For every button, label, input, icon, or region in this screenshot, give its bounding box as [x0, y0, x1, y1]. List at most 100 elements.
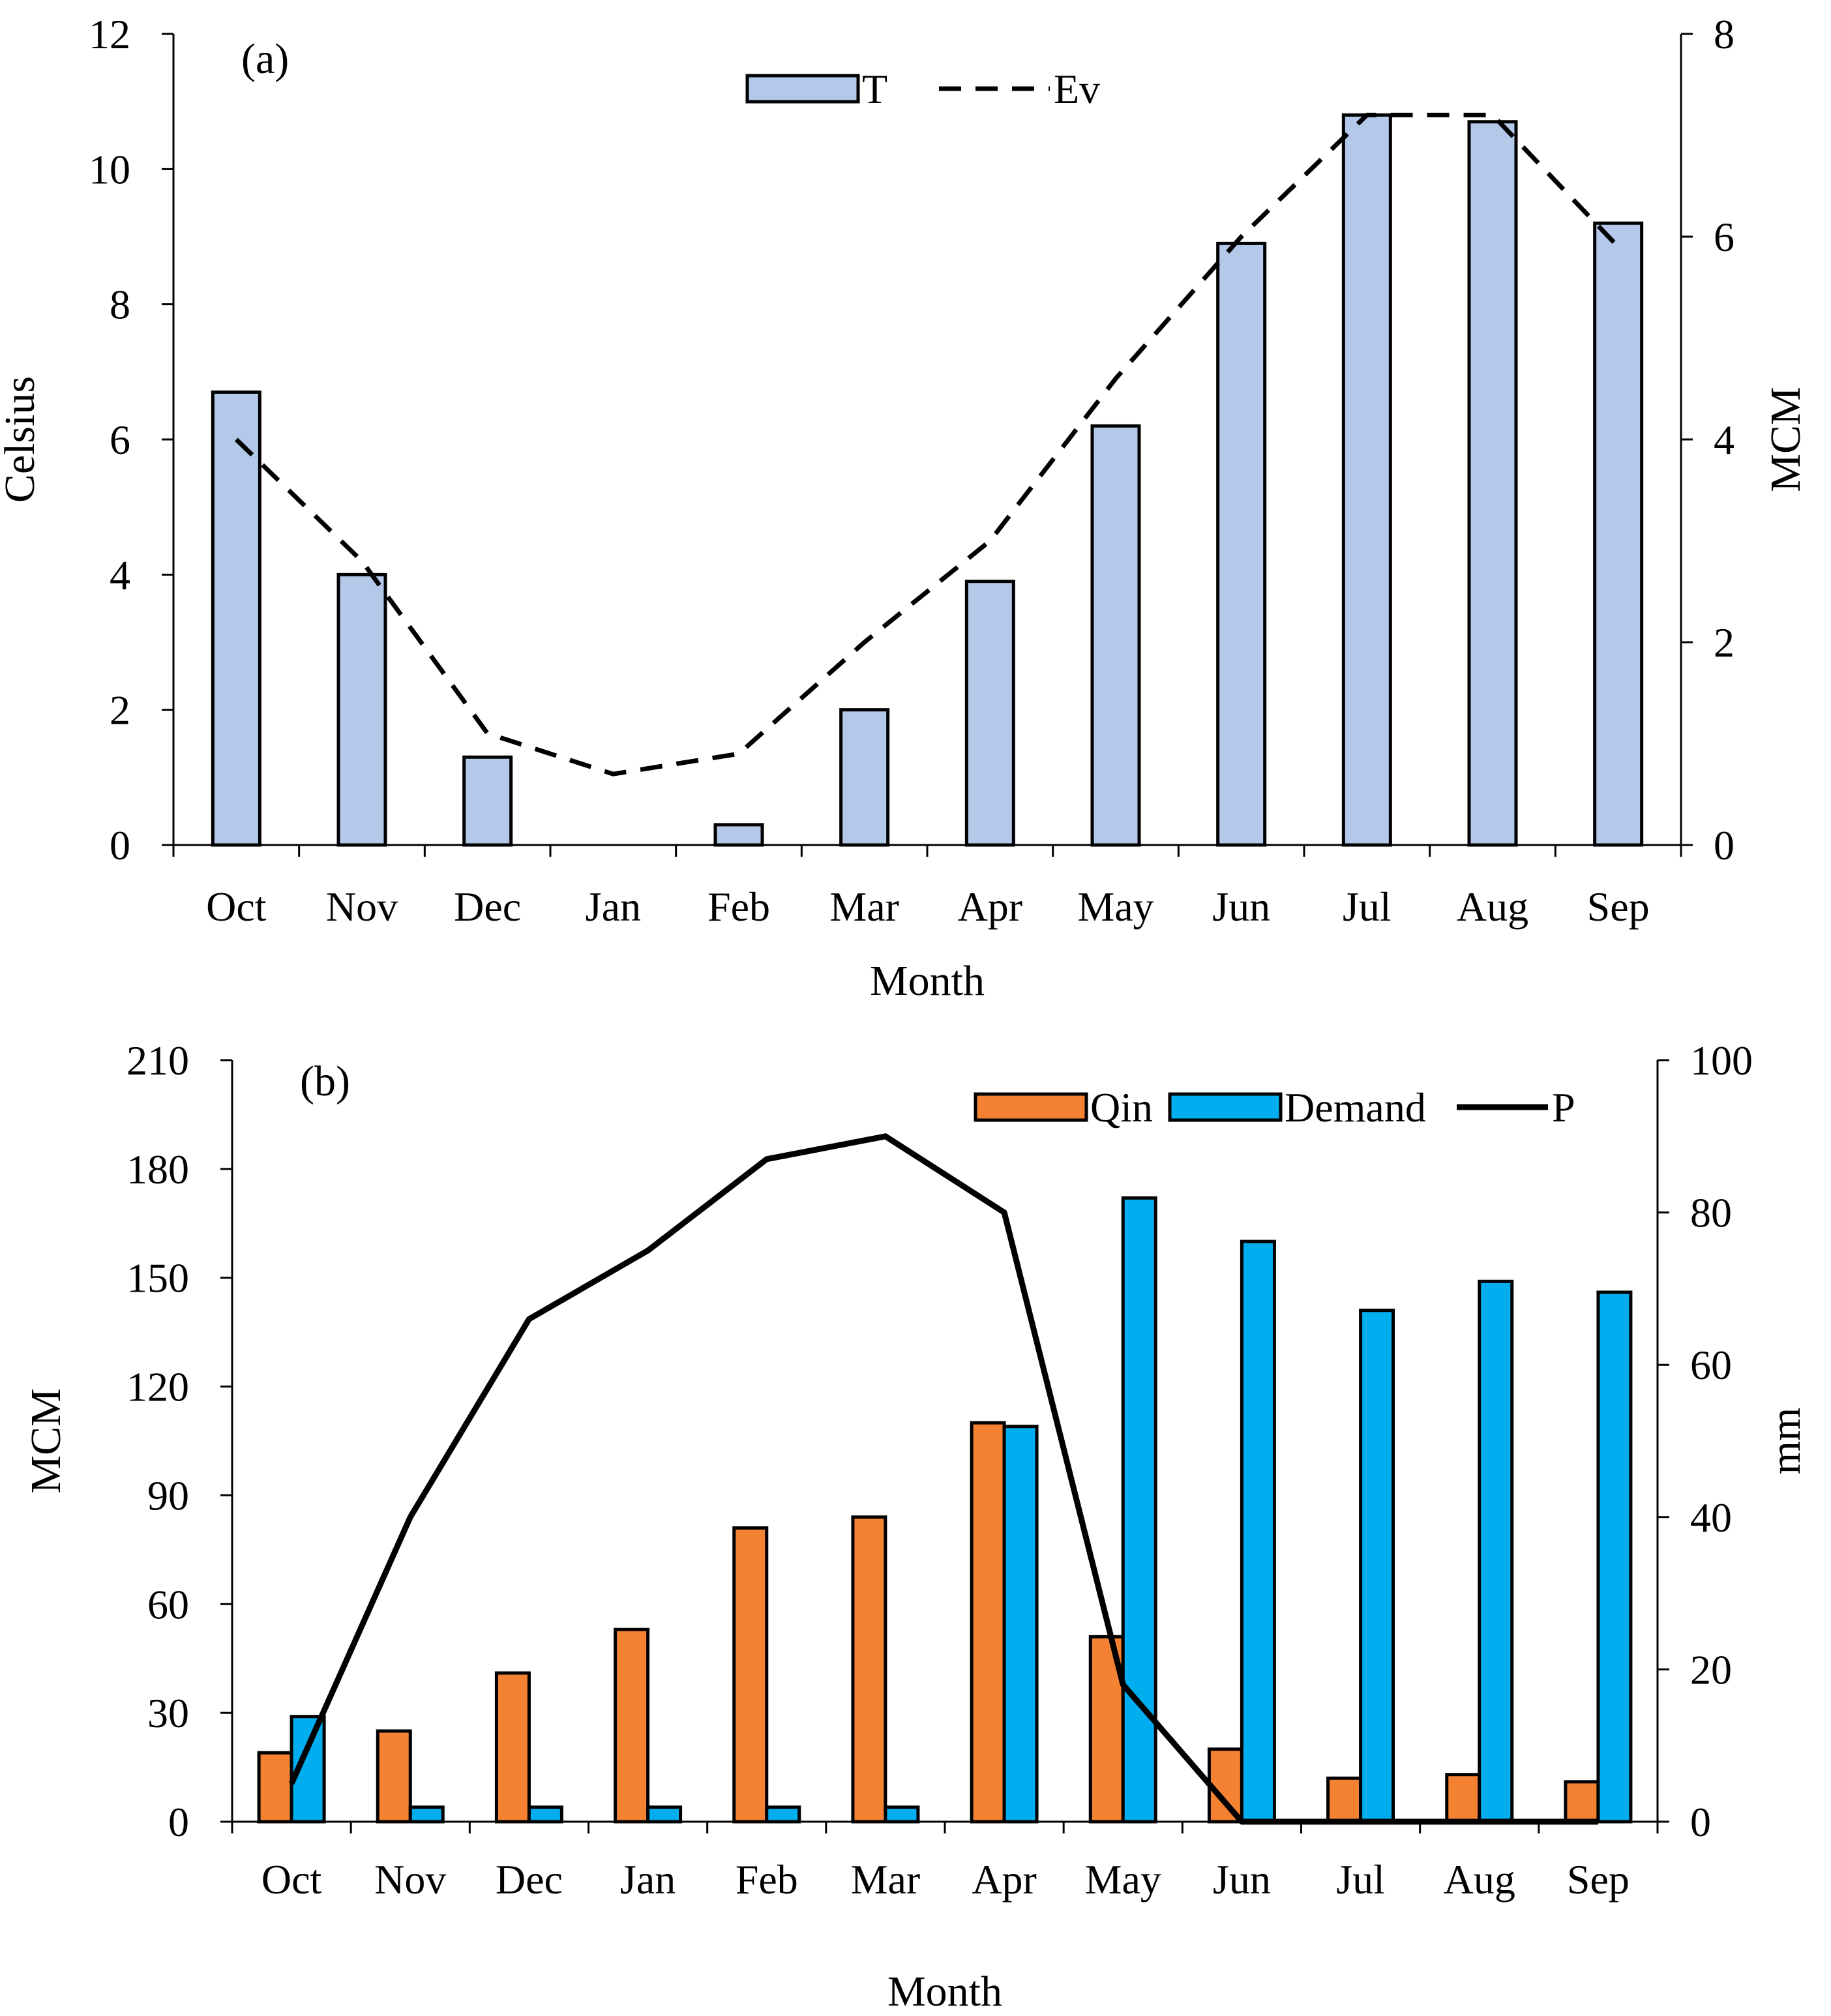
x-tick-label-oct: Oct — [206, 883, 267, 930]
bar-t-oct — [211, 390, 261, 847]
y-left-tick-label: 210 — [127, 1037, 189, 1084]
x-tick-label-apr: Apr — [958, 883, 1023, 930]
x-tick-label-jul: Jul — [1343, 883, 1392, 930]
bar-series-t — [211, 113, 1644, 847]
x-axis-title: Month — [870, 957, 985, 1005]
x-tick-label-jan: Jan — [620, 1856, 676, 1903]
bar-t-mar — [839, 708, 890, 847]
y-axis-right-title: MCM — [1762, 387, 1809, 492]
x-tick-label-dec: Dec — [454, 883, 521, 930]
bar-t-nov — [336, 572, 387, 847]
bar-series-demand — [290, 1196, 1633, 1824]
legend-label-ev: Ev — [1054, 66, 1100, 112]
y-right-tick-label: 0 — [1714, 822, 1734, 868]
x-tick-label-aug: Aug — [1457, 883, 1528, 930]
x-tick-label-sep: Sep — [1567, 1856, 1630, 1903]
bar-demand-dec — [527, 1805, 563, 1824]
bar-t-sep — [1593, 221, 1644, 847]
legend-label-qin: Qin — [1090, 1084, 1153, 1131]
bar-qin-aug — [1445, 1773, 1481, 1824]
legend-swatch-t — [745, 74, 860, 104]
y-right-tick-label: 20 — [1690, 1646, 1732, 1693]
x-tick-label-jan: Jan — [586, 883, 641, 930]
y-left-tick-label: 2 — [110, 687, 130, 734]
y-axis-left-title: Celsius — [0, 376, 44, 503]
bar-demand-feb — [765, 1805, 801, 1824]
x-tick-label-apr: Apr — [972, 1856, 1037, 1903]
legend-label-t: T — [862, 66, 887, 112]
y-right-tick-label: 0 — [1690, 1799, 1711, 1845]
x-axis-title: Month — [887, 1968, 1002, 2015]
legend-swatch-demand — [1168, 1092, 1283, 1122]
legend-label-p: P — [1552, 1084, 1575, 1131]
bar-series-qin — [257, 1421, 1600, 1824]
bar-demand-apr — [1002, 1425, 1039, 1824]
legend: T Ev — [745, 66, 1100, 112]
bar-demand-aug — [1478, 1279, 1514, 1824]
bar-t-dec — [462, 755, 513, 847]
bar-demand-may — [1121, 1196, 1157, 1824]
panel-b-inflow-demand-precipitation: Oct Nov Dec Jan Feb Mar Apr May Jun Jul Aug Sep 0 30 6… — [22, 1037, 1809, 2015]
y-left-tick-label: 6 — [110, 417, 130, 463]
bar-t-may — [1090, 424, 1141, 847]
x-tick-label-sep: Sep — [1587, 883, 1650, 930]
y-left-tick-label: 4 — [110, 552, 130, 598]
bar-demand-sep — [1596, 1290, 1633, 1824]
y-left-tick-label: 0 — [168, 1799, 189, 1845]
y-left-tick-label: 120 — [127, 1364, 189, 1410]
bar-t-jul — [1341, 113, 1392, 847]
y-left-tick-label: 180 — [127, 1146, 189, 1193]
bar-t-jun — [1216, 241, 1267, 847]
y-left-tick-label: 60 — [147, 1581, 189, 1627]
y-right-tick-label: 60 — [1690, 1342, 1732, 1388]
y-left-tick-label: 30 — [147, 1690, 189, 1736]
x-tick-label-jun: Jun — [1212, 883, 1270, 930]
x-tick-label-jun: Jun — [1213, 1856, 1271, 1903]
panel-label: (a) — [241, 35, 289, 83]
bar-demand-mar — [884, 1805, 920, 1824]
x-tick-label-mar: Mar — [851, 1856, 921, 1903]
y-right-tick-label: 4 — [1714, 417, 1734, 463]
y-left-tick-label: 10 — [89, 146, 130, 192]
x-tick-label-feb: Feb — [707, 883, 770, 930]
line-series-ev — [234, 112, 1620, 777]
legend-label-demand: Demand — [1285, 1084, 1426, 1131]
x-tick-label-may: May — [1085, 1856, 1161, 1903]
bar-qin-sep — [1564, 1780, 1600, 1824]
x-tick-label-feb: Feb — [736, 1856, 798, 1903]
y-axis-right-title: mm — [1762, 1408, 1809, 1475]
bar-qin-oct — [257, 1751, 293, 1824]
y-left-tick-label: 8 — [110, 282, 130, 328]
y-right-tick-label: 2 — [1714, 619, 1734, 666]
x-tick-label-aug: Aug — [1444, 1856, 1515, 1903]
x-tick-label-jul: Jul — [1336, 1856, 1385, 1903]
panel-a-temperature-evaporation: Oct Nov Dec Jan Feb Mar Apr May Jun Jul Aug Sep 0 2 4 6… — [0, 11, 1809, 1005]
y-left-tick-label: 90 — [147, 1472, 189, 1519]
y-right-tick-label: 40 — [1690, 1494, 1732, 1541]
bar-qin-apr — [970, 1421, 1006, 1824]
y-left-tick-label: 150 — [127, 1255, 189, 1301]
bar-demand-jan — [646, 1805, 683, 1824]
y-right-tick-label: 100 — [1690, 1037, 1753, 1084]
bar-qin-feb — [732, 1526, 769, 1824]
y-right-tick-label: 8 — [1714, 11, 1734, 57]
x-tick-label-may: May — [1077, 883, 1154, 930]
bar-t-apr — [964, 580, 1015, 847]
bar-qin-jan — [614, 1627, 650, 1824]
bar-qin-nov — [376, 1729, 412, 1824]
line-series-p — [288, 1133, 1598, 1825]
bar-qin-jul — [1326, 1776, 1363, 1824]
x-tick-label-nov: Nov — [326, 883, 398, 930]
y-left-tick-label: 12 — [89, 11, 130, 57]
legend: Qin Demand P — [974, 1084, 1575, 1131]
y-left-tick-label: 0 — [110, 822, 130, 868]
bar-demand-jun — [1240, 1239, 1276, 1824]
bar-qin-dec — [494, 1671, 531, 1824]
x-tick-label-dec: Dec — [496, 1856, 563, 1903]
bar-t-feb — [713, 823, 764, 847]
y-right-tick-label: 80 — [1690, 1190, 1732, 1236]
panel-label: (b) — [300, 1058, 350, 1105]
bar-demand-nov — [408, 1805, 445, 1824]
bar-t-aug — [1467, 120, 1518, 847]
